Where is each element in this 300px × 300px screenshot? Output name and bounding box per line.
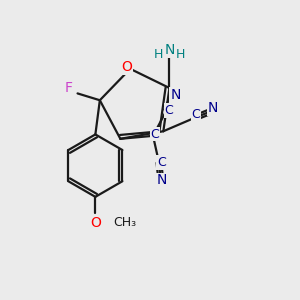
Text: F: F — [64, 81, 73, 95]
Text: C: C — [150, 128, 159, 141]
Text: C: C — [157, 156, 166, 169]
Text: N: N — [207, 101, 218, 115]
Text: H: H — [153, 48, 163, 61]
Text: O: O — [90, 216, 101, 230]
Text: N: N — [157, 173, 167, 188]
Text: N: N — [170, 88, 181, 102]
Text: H: H — [176, 48, 185, 61]
Text: O: O — [121, 60, 132, 74]
Text: CH₃: CH₃ — [113, 216, 136, 229]
Text: N: N — [164, 43, 175, 57]
Text: C: C — [192, 108, 200, 122]
Text: C: C — [164, 104, 173, 117]
